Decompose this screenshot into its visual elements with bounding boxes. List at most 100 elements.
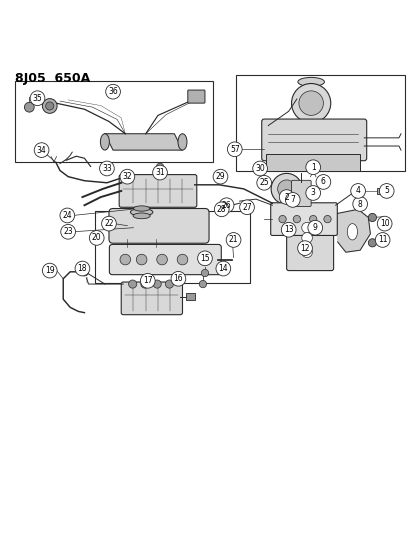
Circle shape bbox=[199, 254, 210, 265]
Circle shape bbox=[368, 239, 375, 247]
Circle shape bbox=[89, 231, 104, 245]
Text: 32: 32 bbox=[122, 172, 132, 181]
Text: 11: 11 bbox=[377, 236, 387, 245]
Text: 25: 25 bbox=[259, 178, 268, 187]
Text: 4: 4 bbox=[355, 187, 360, 196]
Circle shape bbox=[177, 254, 188, 265]
Circle shape bbox=[42, 263, 57, 278]
Circle shape bbox=[301, 222, 312, 233]
Circle shape bbox=[153, 280, 161, 288]
Circle shape bbox=[213, 169, 227, 184]
Circle shape bbox=[215, 171, 225, 181]
Circle shape bbox=[350, 183, 365, 198]
FancyBboxPatch shape bbox=[185, 293, 194, 301]
Text: 16: 16 bbox=[173, 274, 183, 283]
Circle shape bbox=[309, 215, 316, 223]
Text: 3: 3 bbox=[310, 189, 315, 198]
FancyBboxPatch shape bbox=[351, 188, 360, 194]
Circle shape bbox=[305, 185, 320, 200]
Circle shape bbox=[227, 142, 242, 157]
Circle shape bbox=[307, 220, 322, 235]
Ellipse shape bbox=[300, 84, 320, 91]
Circle shape bbox=[157, 254, 167, 265]
FancyBboxPatch shape bbox=[235, 75, 404, 171]
Ellipse shape bbox=[297, 77, 324, 86]
Circle shape bbox=[376, 216, 391, 231]
Text: 23: 23 bbox=[63, 227, 73, 236]
Circle shape bbox=[368, 213, 375, 222]
Text: 2: 2 bbox=[284, 192, 288, 201]
Text: 35: 35 bbox=[33, 94, 42, 103]
Ellipse shape bbox=[100, 134, 109, 150]
Text: 57: 57 bbox=[229, 145, 239, 154]
Text: 8J05  650A: 8J05 650A bbox=[15, 72, 90, 85]
Circle shape bbox=[156, 163, 163, 171]
Circle shape bbox=[254, 164, 263, 172]
Text: 31: 31 bbox=[155, 168, 164, 177]
Text: 7: 7 bbox=[290, 196, 294, 205]
Circle shape bbox=[128, 280, 136, 288]
Text: 14: 14 bbox=[218, 264, 228, 273]
Circle shape bbox=[374, 232, 389, 247]
Text: 27: 27 bbox=[242, 203, 251, 212]
Ellipse shape bbox=[130, 208, 152, 216]
Text: 5: 5 bbox=[383, 187, 388, 196]
Circle shape bbox=[281, 222, 295, 237]
Circle shape bbox=[75, 261, 90, 276]
Text: 34: 34 bbox=[37, 146, 46, 155]
Ellipse shape bbox=[133, 206, 150, 211]
Circle shape bbox=[256, 175, 271, 190]
Circle shape bbox=[301, 247, 312, 257]
Circle shape bbox=[120, 254, 131, 265]
Circle shape bbox=[297, 241, 312, 255]
Circle shape bbox=[277, 180, 295, 198]
Circle shape bbox=[378, 183, 393, 198]
Circle shape bbox=[24, 102, 34, 112]
FancyBboxPatch shape bbox=[119, 175, 196, 207]
Text: 30: 30 bbox=[254, 164, 264, 173]
Circle shape bbox=[105, 84, 120, 99]
FancyBboxPatch shape bbox=[121, 282, 182, 314]
Text: 33: 33 bbox=[102, 164, 112, 173]
Ellipse shape bbox=[178, 134, 187, 150]
Circle shape bbox=[352, 197, 367, 212]
Text: 17: 17 bbox=[142, 276, 152, 285]
Circle shape bbox=[285, 192, 299, 207]
Circle shape bbox=[45, 102, 54, 110]
Circle shape bbox=[298, 91, 323, 115]
Circle shape bbox=[315, 175, 330, 189]
Circle shape bbox=[136, 254, 147, 265]
Circle shape bbox=[171, 271, 185, 286]
Text: 15: 15 bbox=[199, 254, 209, 263]
Circle shape bbox=[219, 198, 233, 213]
Circle shape bbox=[80, 268, 88, 276]
Circle shape bbox=[278, 215, 285, 223]
Text: 6: 6 bbox=[320, 177, 325, 187]
Circle shape bbox=[140, 273, 155, 288]
Circle shape bbox=[165, 280, 173, 288]
Circle shape bbox=[291, 84, 330, 123]
Circle shape bbox=[197, 251, 212, 265]
Ellipse shape bbox=[347, 224, 357, 240]
Circle shape bbox=[60, 208, 74, 223]
Circle shape bbox=[120, 169, 134, 184]
Circle shape bbox=[140, 280, 149, 288]
Text: 13: 13 bbox=[283, 225, 293, 234]
Polygon shape bbox=[337, 209, 370, 252]
Text: 24: 24 bbox=[62, 211, 72, 220]
FancyBboxPatch shape bbox=[109, 208, 209, 243]
FancyBboxPatch shape bbox=[188, 90, 204, 103]
FancyBboxPatch shape bbox=[266, 154, 359, 171]
FancyBboxPatch shape bbox=[291, 180, 311, 206]
FancyBboxPatch shape bbox=[95, 212, 249, 283]
Circle shape bbox=[279, 190, 293, 205]
Circle shape bbox=[201, 269, 208, 277]
Circle shape bbox=[239, 200, 254, 215]
Circle shape bbox=[100, 161, 114, 176]
Text: 29: 29 bbox=[215, 172, 225, 181]
FancyBboxPatch shape bbox=[15, 80, 213, 163]
Text: 22: 22 bbox=[104, 219, 114, 228]
Text: 18: 18 bbox=[78, 264, 87, 273]
Polygon shape bbox=[104, 134, 182, 150]
Circle shape bbox=[323, 215, 330, 223]
